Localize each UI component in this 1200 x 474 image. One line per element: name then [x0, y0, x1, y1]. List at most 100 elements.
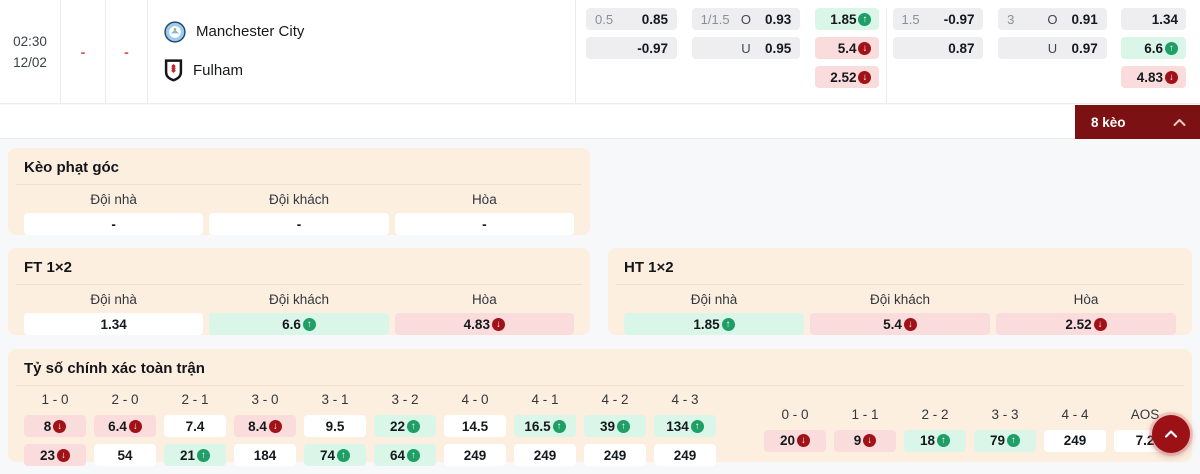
- handicap-odds-cell[interactable]: 0.87: [892, 37, 984, 59]
- score-column: 1 - 0 8 ↓ 23 ↓: [24, 392, 86, 466]
- score-odds-cell[interactable]: 74 ↑: [304, 444, 366, 466]
- trend-up-icon: ↑: [1007, 434, 1021, 447]
- trend-down-icon: ↓: [903, 317, 917, 331]
- one-x-two-odds-cell[interactable]: 5.4 ↓: [814, 37, 880, 59]
- score-odds-cell[interactable]: 39 ↑: [584, 415, 646, 437]
- score-odds-cell[interactable]: 14.5: [444, 415, 506, 437]
- odds-value: -: [482, 216, 487, 232]
- trend-up-icon: ↑: [197, 448, 211, 462]
- odds-value: 20: [779, 433, 796, 448]
- odds-value: 7.4: [185, 418, 205, 434]
- home-team-row[interactable]: Manchester City: [164, 12, 575, 51]
- scroll-top-button[interactable]: [1152, 415, 1190, 453]
- score-odds-cell[interactable]: 8.4 ↓: [234, 415, 296, 437]
- score-odds-cell[interactable]: 9 ↓: [834, 429, 896, 452]
- trend-up-icon: ↑: [617, 419, 631, 433]
- handicap-odds-cell[interactable]: 1.5 -0.97: [892, 8, 984, 30]
- odds-value-cell[interactable]: -: [209, 213, 389, 235]
- over-under-odds-cell[interactable]: U 0.95: [691, 37, 801, 59]
- odds-value-cell[interactable]: 1.85 ↑: [624, 313, 804, 335]
- ft-headers-row: Đội nhà Đội khách Hòa: [16, 285, 582, 313]
- chevron-up-icon: [1173, 118, 1186, 126]
- one-x-two-odds-cell[interactable]: 2.52 ↓: [814, 66, 880, 88]
- score-odds-cell[interactable]: 249: [444, 444, 506, 466]
- handicap-line-label: 1.5: [901, 11, 920, 27]
- column-header: Đội khách: [268, 192, 330, 207]
- away-team-name: Fulham: [193, 62, 244, 79]
- score-odds-cell[interactable]: 249: [584, 444, 646, 466]
- score-odds-cell[interactable]: 64 ↑: [374, 444, 436, 466]
- score-odds-cell[interactable]: 8 ↓: [24, 415, 86, 437]
- score-column: 3 - 2 22 ↑ 64 ↑: [374, 392, 436, 466]
- over-under-column: 1/1.5 O 0.93 U 0.95: [691, 8, 801, 103]
- odds-value: 6.6: [1144, 40, 1163, 56]
- score-label: 4 - 3: [671, 392, 699, 407]
- score-odds-cell[interactable]: 22 ↑: [374, 415, 436, 437]
- score-odds-cell[interactable]: 249: [514, 444, 576, 466]
- trend-down-icon: ↓: [53, 419, 67, 433]
- score-label: 3 - 1: [321, 392, 349, 407]
- trend-up-icon: ↑: [302, 317, 316, 331]
- trend-up-icon: ↑: [721, 317, 735, 331]
- away-score-cell: -: [105, 0, 147, 103]
- odds-value: 8.4: [248, 418, 267, 434]
- column-header: Đội nhà: [90, 292, 137, 307]
- odds-value: 1.85: [693, 316, 720, 332]
- score-label: 3 - 0: [251, 392, 279, 407]
- one-x-two-odds-cell[interactable]: 4.83 ↓: [1121, 66, 1186, 88]
- one-x-two-odds-cell[interactable]: 6.6 ↑: [1121, 37, 1186, 59]
- over-under-odds-cell[interactable]: 1/1.5 O 0.93: [691, 8, 801, 30]
- score-label: 0 - 0: [781, 406, 809, 422]
- odds-count-tab[interactable]: 8 kèo: [1075, 105, 1200, 139]
- score-main-group: 1 - 0 8 ↓ 23 ↓ 2 - 0 6.4 ↓ 54 2 - 1 7.4 21 ↑ 3 - 0 8.4…: [24, 392, 716, 466]
- score-odds-cell[interactable]: 54: [94, 444, 156, 466]
- handicap-odds-cell[interactable]: 0.5 0.85: [586, 8, 677, 30]
- odds-value-cell[interactable]: -: [24, 213, 204, 235]
- one-x-two-odds-cell[interactable]: 1.34: [1121, 8, 1186, 30]
- score-odds-cell[interactable]: 249: [1044, 429, 1106, 452]
- score-odds-cell[interactable]: 18 ↑: [904, 429, 966, 452]
- score-odds-cell[interactable]: 134 ↑: [654, 415, 716, 437]
- ou-side-label: U: [1047, 40, 1058, 56]
- score-odds-cell[interactable]: 7.4: [164, 415, 226, 437]
- score-column: 4 - 1 16.5 ↑ 249: [514, 392, 576, 466]
- score-column: 3 - 0 8.4 ↓ 184: [234, 392, 296, 466]
- odds-value: 6.4: [108, 418, 127, 434]
- odds-value: 6.6: [282, 316, 301, 332]
- score-odds-cell[interactable]: 16.5 ↑: [514, 415, 576, 437]
- score-odds-cell[interactable]: 6.4 ↓: [94, 415, 156, 437]
- score-label: 3 - 3: [991, 406, 1019, 422]
- correct-score-body: 1 - 0 8 ↓ 23 ↓ 2 - 0 6.4 ↓ 54 2 - 1 7.4 21 ↑ 3 - 0 8.4…: [16, 386, 1184, 466]
- score-label: 4 - 2: [601, 392, 629, 407]
- score-odds-cell[interactable]: 249: [654, 444, 716, 466]
- score-odds-cell[interactable]: 79 ↑: [974, 429, 1036, 452]
- handicap-column: 1.5 -0.97 0.87: [892, 8, 984, 103]
- score-odds-cell[interactable]: 184: [234, 444, 296, 466]
- ht-panel-title: HT 1×2: [616, 258, 1184, 285]
- home-score-cell: -: [60, 0, 105, 103]
- over-under-odds-cell[interactable]: U 0.97: [998, 37, 1107, 59]
- score-odds-cell[interactable]: 23 ↓: [24, 444, 86, 466]
- odds-value-cell[interactable]: 2.52 ↓: [996, 313, 1176, 335]
- corner-panel-title: Kèo phạt góc: [16, 158, 582, 185]
- score-odds-cell[interactable]: 21 ↑: [164, 444, 226, 466]
- corner-values-row: ---: [16, 213, 582, 235]
- handicap-odds-cell[interactable]: -0.97: [586, 37, 677, 59]
- odds-value: 249: [603, 447, 627, 463]
- score-column: 1 - 1 9 ↓: [834, 407, 896, 452]
- away-team-row[interactable]: Fulham: [164, 51, 575, 90]
- column-header: Đội nhà: [690, 292, 738, 307]
- one-x-two-odds-cell[interactable]: 1.85 ↑: [814, 8, 880, 30]
- over-under-odds-cell[interactable]: 3 O 0.91: [998, 8, 1107, 30]
- odds-value-cell[interactable]: -: [394, 213, 574, 235]
- odds-value-cell[interactable]: 4.83 ↓: [394, 313, 574, 335]
- ft-values-row: 1.34 6.6 ↑ 4.83 ↓: [16, 313, 582, 335]
- odds-value-cell[interactable]: 5.4 ↓: [810, 313, 990, 335]
- score-odds-cell[interactable]: 20 ↓: [764, 429, 826, 452]
- score-odds-cell[interactable]: 9.5: [304, 415, 366, 437]
- odds-value-cell[interactable]: 1.34: [24, 313, 204, 335]
- ft-panel-title: FT 1×2: [16, 258, 582, 285]
- odds-value-cell[interactable]: 6.6 ↑: [209, 313, 389, 335]
- odds-value: 249: [1063, 433, 1087, 448]
- corner-headers-row: Đội nhà Đội khách Hòa: [16, 185, 582, 213]
